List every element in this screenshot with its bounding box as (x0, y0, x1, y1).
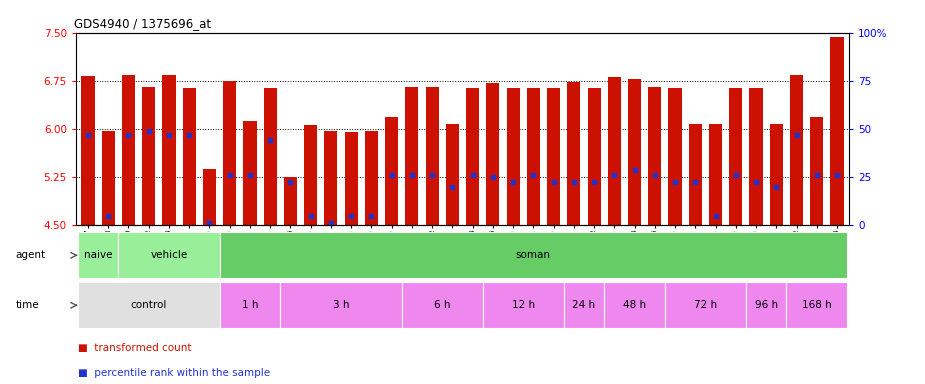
Text: 48 h: 48 h (623, 300, 647, 310)
Bar (264, 88, 277, 225)
Bar (563, 282, 604, 328)
Bar (163, 75, 176, 225)
Bar (729, 88, 743, 225)
Bar (364, 131, 378, 225)
Text: 6 h: 6 h (434, 300, 450, 310)
Bar (587, 88, 600, 225)
Bar (547, 88, 561, 225)
Text: soman: soman (516, 250, 551, 260)
Bar (118, 232, 219, 278)
Bar (219, 232, 847, 278)
Text: 96 h: 96 h (755, 300, 778, 310)
Bar (604, 282, 665, 328)
Bar (426, 87, 438, 225)
Bar (786, 282, 847, 328)
Bar (81, 76, 94, 225)
Text: ■  percentile rank within the sample: ■ percentile rank within the sample (78, 368, 270, 378)
Text: ■  transformed count: ■ transformed count (78, 343, 191, 353)
Text: control: control (130, 300, 166, 310)
Text: agent: agent (16, 250, 46, 260)
Bar (122, 75, 135, 225)
Text: 72 h: 72 h (694, 300, 717, 310)
Bar (628, 79, 641, 225)
Bar (401, 282, 483, 328)
Bar (669, 88, 682, 225)
Bar (219, 282, 280, 328)
Text: 12 h: 12 h (512, 300, 535, 310)
Bar (770, 124, 783, 225)
Bar (665, 282, 746, 328)
Bar (507, 88, 520, 225)
Bar (385, 117, 399, 225)
Bar (142, 87, 155, 225)
Text: naive: naive (84, 250, 112, 260)
Bar (831, 37, 844, 225)
Bar (526, 88, 540, 225)
Text: 168 h: 168 h (802, 300, 832, 310)
Bar (203, 169, 216, 225)
Text: GDS4940 / 1375696_at: GDS4940 / 1375696_at (74, 17, 212, 30)
Bar (689, 124, 702, 225)
Bar (345, 132, 358, 225)
Text: 24 h: 24 h (573, 300, 596, 310)
Bar (749, 88, 762, 225)
Bar (810, 117, 823, 225)
Text: 3 h: 3 h (333, 300, 350, 310)
Text: time: time (16, 300, 40, 310)
Text: 1 h: 1 h (241, 300, 258, 310)
Bar (487, 83, 500, 225)
Bar (790, 75, 803, 225)
Bar (102, 131, 115, 225)
Text: vehicle: vehicle (151, 250, 188, 260)
Bar (648, 87, 661, 225)
Bar (405, 87, 418, 225)
Bar (567, 82, 580, 225)
Bar (446, 124, 459, 225)
Bar (483, 282, 563, 328)
Bar (466, 88, 479, 225)
Bar (325, 131, 338, 225)
Bar (280, 282, 401, 328)
Bar (746, 282, 786, 328)
Bar (182, 88, 196, 225)
Bar (78, 232, 118, 278)
Bar (284, 177, 297, 225)
Bar (304, 126, 317, 225)
Bar (608, 78, 621, 225)
Bar (709, 124, 722, 225)
Bar (78, 282, 219, 328)
Bar (223, 81, 236, 225)
Bar (243, 121, 256, 225)
